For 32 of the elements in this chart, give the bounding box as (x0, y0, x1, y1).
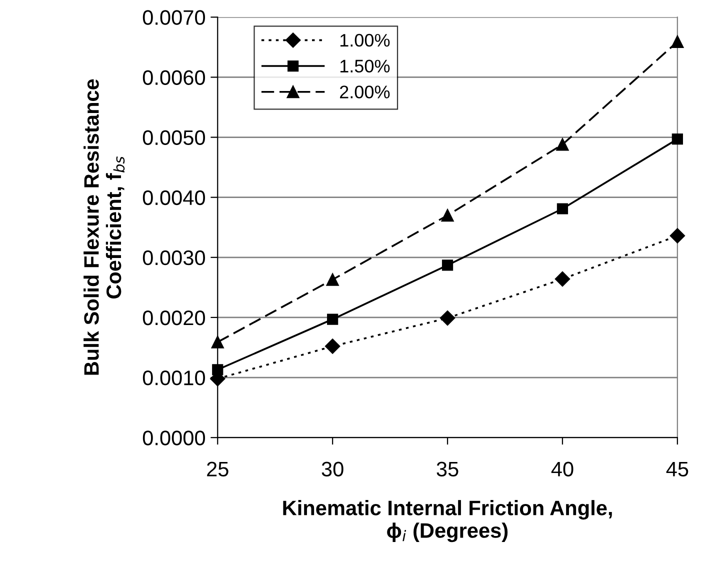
point (556, 203, 568, 214)
x-tick-label: 40 (551, 462, 574, 476)
point (671, 36, 684, 48)
point (441, 209, 454, 222)
point (326, 273, 339, 286)
point (442, 260, 454, 271)
y-tick-label: 0.0030 (142, 250, 206, 266)
x-tick-label: 25 (207, 462, 228, 476)
x-tick-label: 30 (322, 462, 344, 476)
x-tick-label: 35 (436, 462, 458, 476)
legend-label: 1.50% (340, 60, 390, 73)
point (556, 138, 569, 151)
point (211, 336, 224, 348)
point (327, 314, 338, 325)
point (670, 228, 685, 244)
legend-label: 2.00% (340, 86, 390, 98)
y-tick-label: 0.0010 (142, 370, 206, 386)
y-tick-label: 0.0000 (142, 430, 206, 446)
y-tick-label: 0.0040 (142, 190, 206, 206)
y-axis-title: Bulk Solid Flexure Resistance Coefficient, f$_{bs}$ (84, 79, 125, 375)
point (325, 338, 340, 354)
y-tick-label: 0.0070 (142, 10, 206, 25)
legend-label: 1.00% (340, 34, 390, 47)
point (212, 364, 224, 376)
x-tick-label: 45 (666, 462, 688, 476)
y-tick-label: 0.0050 (142, 130, 206, 146)
y-tick-label: 0.0060 (142, 70, 206, 85)
point (440, 310, 456, 326)
point (554, 271, 570, 287)
point (672, 134, 683, 145)
x-axis-title: Kinematic Internal Friction Angle, ϕ$_{i}$ (Degrees) (283, 500, 612, 542)
y-tick-label: 0.0020 (142, 310, 206, 326)
